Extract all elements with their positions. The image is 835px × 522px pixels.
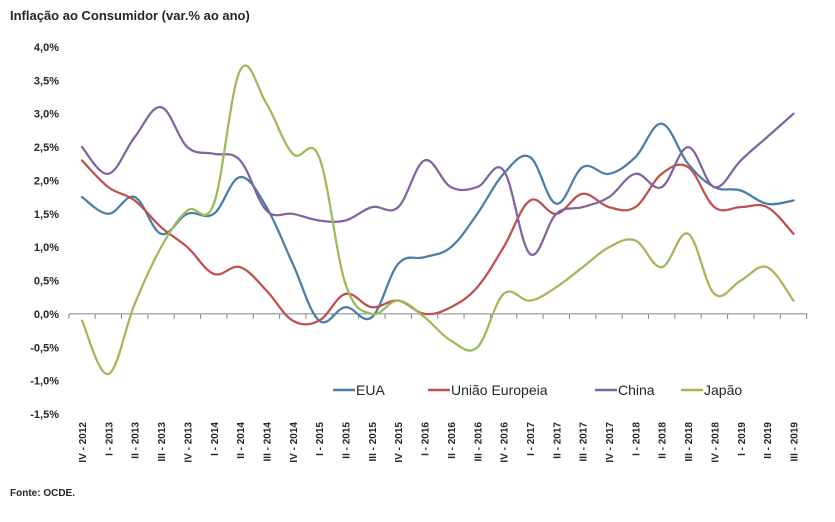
y-axis-labels: 4,0% 3,5% 3,0% 2,5% 2,0% 1,5% 1,0% 0,5% 0,0% -0,5… <box>30 42 59 421</box>
x-axis: IV - 2012 I - 2013 II - 2013 III - 2013 IV -… <box>68 313 808 463</box>
series-line-china <box>80 105 795 256</box>
y-tick-label: -0,5% <box>30 342 59 354</box>
x-tick-label: II - 2013 <box>131 422 142 459</box>
legend-label: EUA <box>356 382 385 398</box>
y-tick-label: 0,0% <box>34 309 59 321</box>
x-tick-label: I - 2013 <box>104 422 115 456</box>
legend-label: União Europeia <box>451 382 548 398</box>
x-tick-label: III - 2016 <box>473 422 484 462</box>
y-tick-label: 2,0% <box>34 175 59 187</box>
legend: EUA União Europeia China Japão <box>333 382 742 398</box>
series-lines <box>80 64 795 376</box>
source-note: Fonte: OCDE. <box>10 488 75 499</box>
y-tick-label: 1,5% <box>34 209 59 221</box>
x-tick-label: I - 2018 <box>631 422 642 456</box>
x-tick-label: II - 2016 <box>447 422 458 459</box>
x-tick-label: IV - 2014 <box>289 422 300 463</box>
legend-label: Japão <box>704 382 742 398</box>
y-tick-label: 4,0% <box>34 42 59 54</box>
x-tick-label: II - 2017 <box>552 422 563 459</box>
x-tick-label: I - 2017 <box>526 422 537 456</box>
y-tick-label: 2,5% <box>34 142 59 154</box>
y-tick-label: 0,5% <box>34 276 59 288</box>
x-tick-label: I - 2016 <box>421 422 432 456</box>
y-tick-label: 3,0% <box>34 109 59 121</box>
y-tick-label: -1,5% <box>30 409 59 421</box>
x-tick-label: IV - 2016 <box>500 422 511 463</box>
y-tick-label: 3,5% <box>34 75 59 87</box>
x-tick-label: I - 2015 <box>315 422 326 456</box>
x-tick-label: II - 2015 <box>342 422 353 459</box>
y-tick-label: -1,0% <box>30 376 59 388</box>
x-tick-label: IV - 2018 <box>710 422 721 463</box>
x-tick-label: IV - 2015 <box>394 422 405 463</box>
x-tick-label: III - 2015 <box>368 422 379 462</box>
x-tick-label: II - 2014 <box>236 422 247 459</box>
x-tick-label: II - 2019 <box>763 422 774 459</box>
x-tick-label: IV - 2017 <box>605 422 616 463</box>
x-tick-label: IV - 2013 <box>183 422 194 463</box>
series-line-eua <box>80 122 795 324</box>
x-tick-label: I - 2014 <box>210 422 221 456</box>
x-tick-label: III - 2013 <box>157 422 168 462</box>
x-tick-label: II - 2018 <box>658 422 669 459</box>
chart-title: Inflação ao Consumidor (var.% ao ano) <box>10 8 250 23</box>
legend-label: China <box>618 382 655 398</box>
x-tick-label: III - 2014 <box>262 422 273 462</box>
series-line-uniao-europeia <box>80 159 795 326</box>
series-line-japao <box>80 64 795 376</box>
y-tick-label: 1,0% <box>34 242 59 254</box>
x-tick-label: IV - 2012 <box>78 422 89 463</box>
x-tick-label: III - 2017 <box>579 422 590 462</box>
x-tick-label: I - 2019 <box>737 422 748 456</box>
x-tick-label: III - 2018 <box>684 422 695 462</box>
x-tick-label: III - 2019 <box>789 422 800 462</box>
